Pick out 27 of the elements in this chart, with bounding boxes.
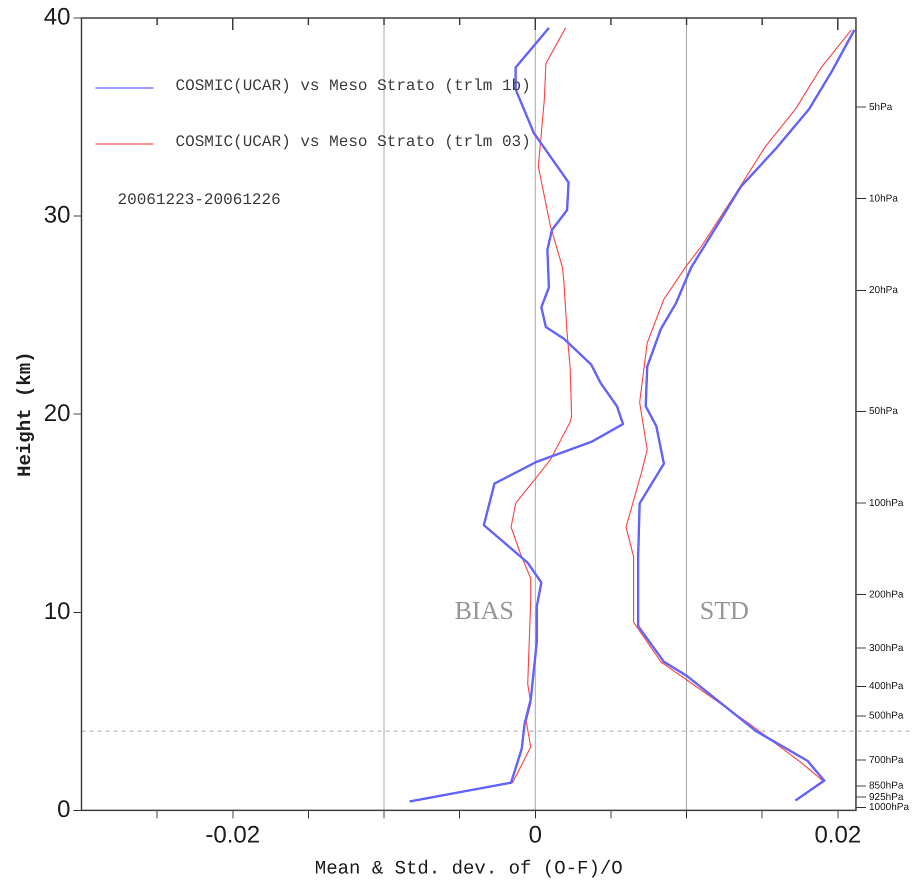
x-tick-label: -0.02	[205, 821, 260, 848]
y2-tick-label: 100hPa	[868, 498, 904, 509]
annotation: STD	[700, 596, 749, 626]
y-tick-label: 20	[44, 400, 70, 427]
annotation: BIAS	[454, 596, 514, 626]
x-axis-title: Mean & Std. dev. of (O-F)/O	[314, 858, 623, 880]
y2-tick-label: 850hPa	[868, 780, 904, 792]
y2-tick-label: 50hPa	[868, 406, 898, 418]
legend-label: COSMIC(UCAR) vs Meso Strato (trlm 03)	[175, 133, 531, 152]
y-tick-label: 30	[44, 202, 70, 229]
y2-tick-label: 500hPa	[868, 710, 904, 722]
y2-tick-label: 700hPa	[868, 754, 904, 766]
x-tick-label: 0.02	[814, 821, 862, 848]
y-tick-label: 40	[44, 4, 70, 31]
y2-tick-label: 5hPa	[868, 102, 893, 113]
y2-tick-label: 925hPa	[868, 792, 904, 803]
y2-tick-label: 300hPa	[868, 642, 904, 654]
y2-tick-label: 10hPa	[868, 193, 898, 204]
x-tick-label: 0	[528, 821, 542, 848]
annotation: 20061223-20061226	[117, 191, 281, 210]
y-tick-label: 0	[57, 796, 70, 824]
y2-tick-label: 1000hPa	[868, 802, 910, 814]
y2-tick-label: 400hPa	[868, 681, 904, 692]
y2-tick-label: 20hPa	[868, 285, 898, 296]
y-tick-label: 10	[44, 598, 70, 625]
y2-tick-label: 200hPa	[868, 589, 904, 600]
y-axis-title: Height (km)	[14, 351, 36, 477]
